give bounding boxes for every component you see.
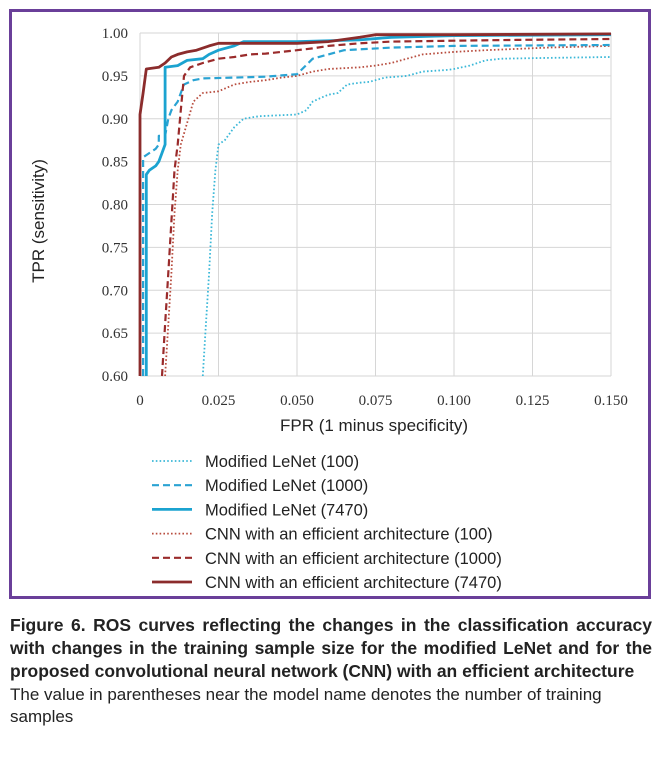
y-tick-label: 0.85 bbox=[102, 155, 128, 171]
y-tick-labels: 0.60 0.65 0.70 0.75 0.80 0.85 0.90 0.95 1.00 bbox=[102, 26, 128, 385]
figure-caption: Figure 6. ROS curves reflecting the chan… bbox=[10, 614, 652, 728]
x-tick-label: 0 bbox=[136, 393, 144, 409]
series-lines bbox=[138, 32, 612, 377]
y-tick-label: 0.95 bbox=[102, 69, 128, 85]
caption-title: Figure 6. ROS curves reflecting the chan… bbox=[10, 615, 652, 681]
series-line-2 bbox=[144, 33, 612, 376]
series-line-4 bbox=[160, 37, 612, 377]
legend-label: Modified LeNet (7470) bbox=[205, 501, 368, 519]
x-tick-label: 0.025 bbox=[202, 393, 236, 409]
x-tick-label: 0.100 bbox=[437, 393, 471, 409]
x-tick-label: 0.075 bbox=[359, 393, 393, 409]
series-line-1 bbox=[142, 43, 612, 376]
y-tick-label: 0.80 bbox=[102, 198, 128, 214]
x-tick-label: 0.125 bbox=[516, 393, 550, 409]
y-axis-label: TPR (sensitivity) bbox=[29, 159, 48, 283]
x-axis-label: FPR (1 minus specificity) bbox=[280, 416, 468, 435]
legend: Modified LeNet (100) Modified LeNet (1000… bbox=[152, 453, 502, 592]
x-tick-labels: 0 0.025 0.050 0.075 0.100 0.125 0.150 bbox=[136, 393, 628, 409]
figure-frame bbox=[9, 9, 651, 599]
legend-label: CNN with an efficient architecture (100) bbox=[205, 526, 493, 544]
x-tick-label: 0.150 bbox=[594, 393, 628, 409]
y-tick-label: 0.75 bbox=[102, 240, 128, 256]
series-line-3 bbox=[164, 45, 612, 377]
caption-note: The value in parentheses near the model … bbox=[10, 685, 602, 726]
series-line-0 bbox=[201, 56, 612, 377]
series-line-5 bbox=[138, 32, 612, 376]
legend-label: CNN with an efficient architecture (1000… bbox=[205, 550, 502, 568]
roc-chart: 0.60 0.65 0.70 0.75 0.80 0.85 0.90 0.95 1.00 0 0.… bbox=[29, 26, 628, 592]
y-tick-label: 0.65 bbox=[102, 326, 128, 342]
y-tick-label: 1.00 bbox=[102, 26, 128, 42]
x-tick-label: 0.050 bbox=[280, 393, 314, 409]
y-tick-label: 0.90 bbox=[102, 112, 128, 128]
legend-label: Modified LeNet (100) bbox=[205, 453, 359, 471]
y-tick-label: 0.70 bbox=[102, 283, 128, 299]
grid bbox=[139, 32, 612, 377]
y-tick-label: 0.60 bbox=[102, 369, 128, 385]
legend-label: Modified LeNet (1000) bbox=[205, 477, 368, 495]
legend-label: CNN with an efficient architecture (7470… bbox=[205, 574, 502, 592]
